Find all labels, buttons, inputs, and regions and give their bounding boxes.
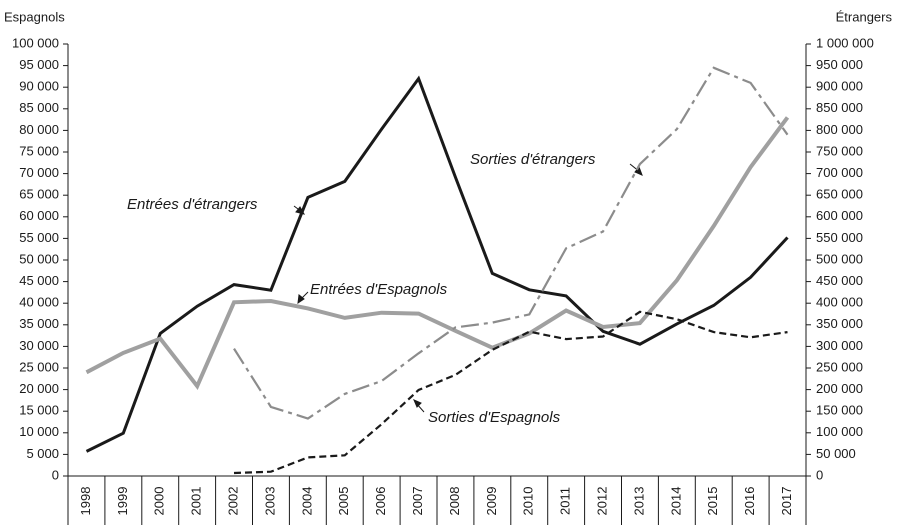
y2-tick-label: 100 000: [816, 424, 863, 439]
series-line: [233, 66, 789, 420]
y2-tick-label: 150 000: [816, 403, 863, 418]
series-line: [233, 310, 788, 475]
y-tick-label: 80 000: [19, 122, 59, 137]
series-label: Sorties d'Espagnols: [428, 409, 561, 426]
y-tick-label: 60 000: [19, 208, 59, 223]
series-label: Entrées d'Espagnols: [310, 281, 448, 298]
x-tick-label: 2010: [521, 487, 536, 516]
y2-tick-label: 650 000: [816, 187, 863, 202]
y2-tick-label: 50 000: [816, 446, 856, 461]
y2-axis-title: Étrangers: [836, 9, 893, 24]
y-tick-label: 85 000: [19, 100, 59, 115]
x-tick-label: 2014: [668, 487, 683, 516]
x-tick-label: 2001: [189, 487, 204, 516]
y2-tick-label: 700 000: [816, 165, 863, 180]
y-tick-label: 40 000: [19, 295, 59, 310]
y-tick-label: 10 000: [19, 424, 59, 439]
arrowhead: [413, 399, 422, 408]
y2-tick-label: 350 000: [816, 316, 863, 331]
y2-tick-label: 750 000: [816, 143, 863, 158]
series-label: Entrées d'étrangers: [127, 196, 258, 213]
y2-tick-label: 500 000: [816, 251, 863, 266]
y-tick-label: 45 000: [19, 273, 59, 288]
y-tick-label: 50 000: [19, 251, 59, 266]
x-tick-label: 2007: [410, 487, 425, 516]
x-tick-label: 2012: [594, 487, 609, 516]
y-tick-label: 70 000: [19, 165, 59, 180]
y2-tick-label: 300 000: [816, 338, 863, 353]
y2-tick-label: 800 000: [816, 122, 863, 137]
x-tick-label: 2013: [631, 487, 646, 516]
y-tick-label: 100 000: [12, 35, 59, 50]
y-tick-label: 20 000: [19, 381, 59, 396]
y-tick-label: 25 000: [19, 359, 59, 374]
y-tick-label: 30 000: [19, 338, 59, 353]
y-tick-label: 75 000: [19, 143, 59, 158]
x-tick-label: 2003: [262, 487, 277, 516]
x-tick-label: 2009: [484, 487, 499, 516]
x-tick-label: 1999: [115, 487, 130, 516]
x-tick-label: 2005: [336, 487, 351, 516]
y-tick-label: 90 000: [19, 79, 59, 94]
y-tick-label: 5 000: [26, 446, 59, 461]
y2-tick-label: 250 000: [816, 359, 863, 374]
y2-tick-label: 850 000: [816, 100, 863, 115]
y2-tick-label: 200 000: [816, 381, 863, 396]
y2-tick-label: 550 000: [816, 230, 863, 245]
annotation-arrows: [293, 163, 643, 413]
y-tick-label: 95 000: [19, 57, 59, 72]
x-tick-label: 1998: [78, 487, 93, 516]
x-tick-label: 2016: [742, 487, 757, 516]
y-tick-label: 0: [52, 467, 59, 482]
x-tick-label: 2004: [299, 487, 314, 516]
x-tick-label: 2017: [779, 487, 794, 516]
y2-tick-label: 0: [816, 467, 823, 482]
series-line: [85, 75, 789, 453]
x-tick-label: 2006: [373, 487, 388, 516]
y-tick-label: 15 000: [19, 403, 59, 418]
y2-tick-label: 900 000: [816, 79, 863, 94]
y2-tick-label: 950 000: [816, 57, 863, 72]
x-tick-label: 2015: [705, 487, 720, 516]
y2-tick-label: 1 000 000: [816, 35, 874, 50]
y-axis-title: Espagnols: [4, 9, 65, 24]
x-tick-label: 2008: [447, 487, 462, 516]
y2-tick-label: 400 000: [816, 295, 863, 310]
x-tick-label: 2002: [225, 487, 240, 516]
y2-tick-label: 450 000: [816, 273, 863, 288]
arrowhead: [297, 294, 305, 305]
series-label: Sorties d'étrangers: [470, 151, 596, 168]
series-line: [85, 116, 790, 390]
y2-tick-label: 600 000: [816, 208, 863, 223]
x-tick-label: 2000: [152, 487, 167, 516]
y-tick-label: 35 000: [19, 316, 59, 331]
y-tick-label: 55 000: [19, 230, 59, 245]
x-tick-label: 2011: [558, 487, 573, 515]
y-tick-label: 65 000: [19, 187, 59, 202]
